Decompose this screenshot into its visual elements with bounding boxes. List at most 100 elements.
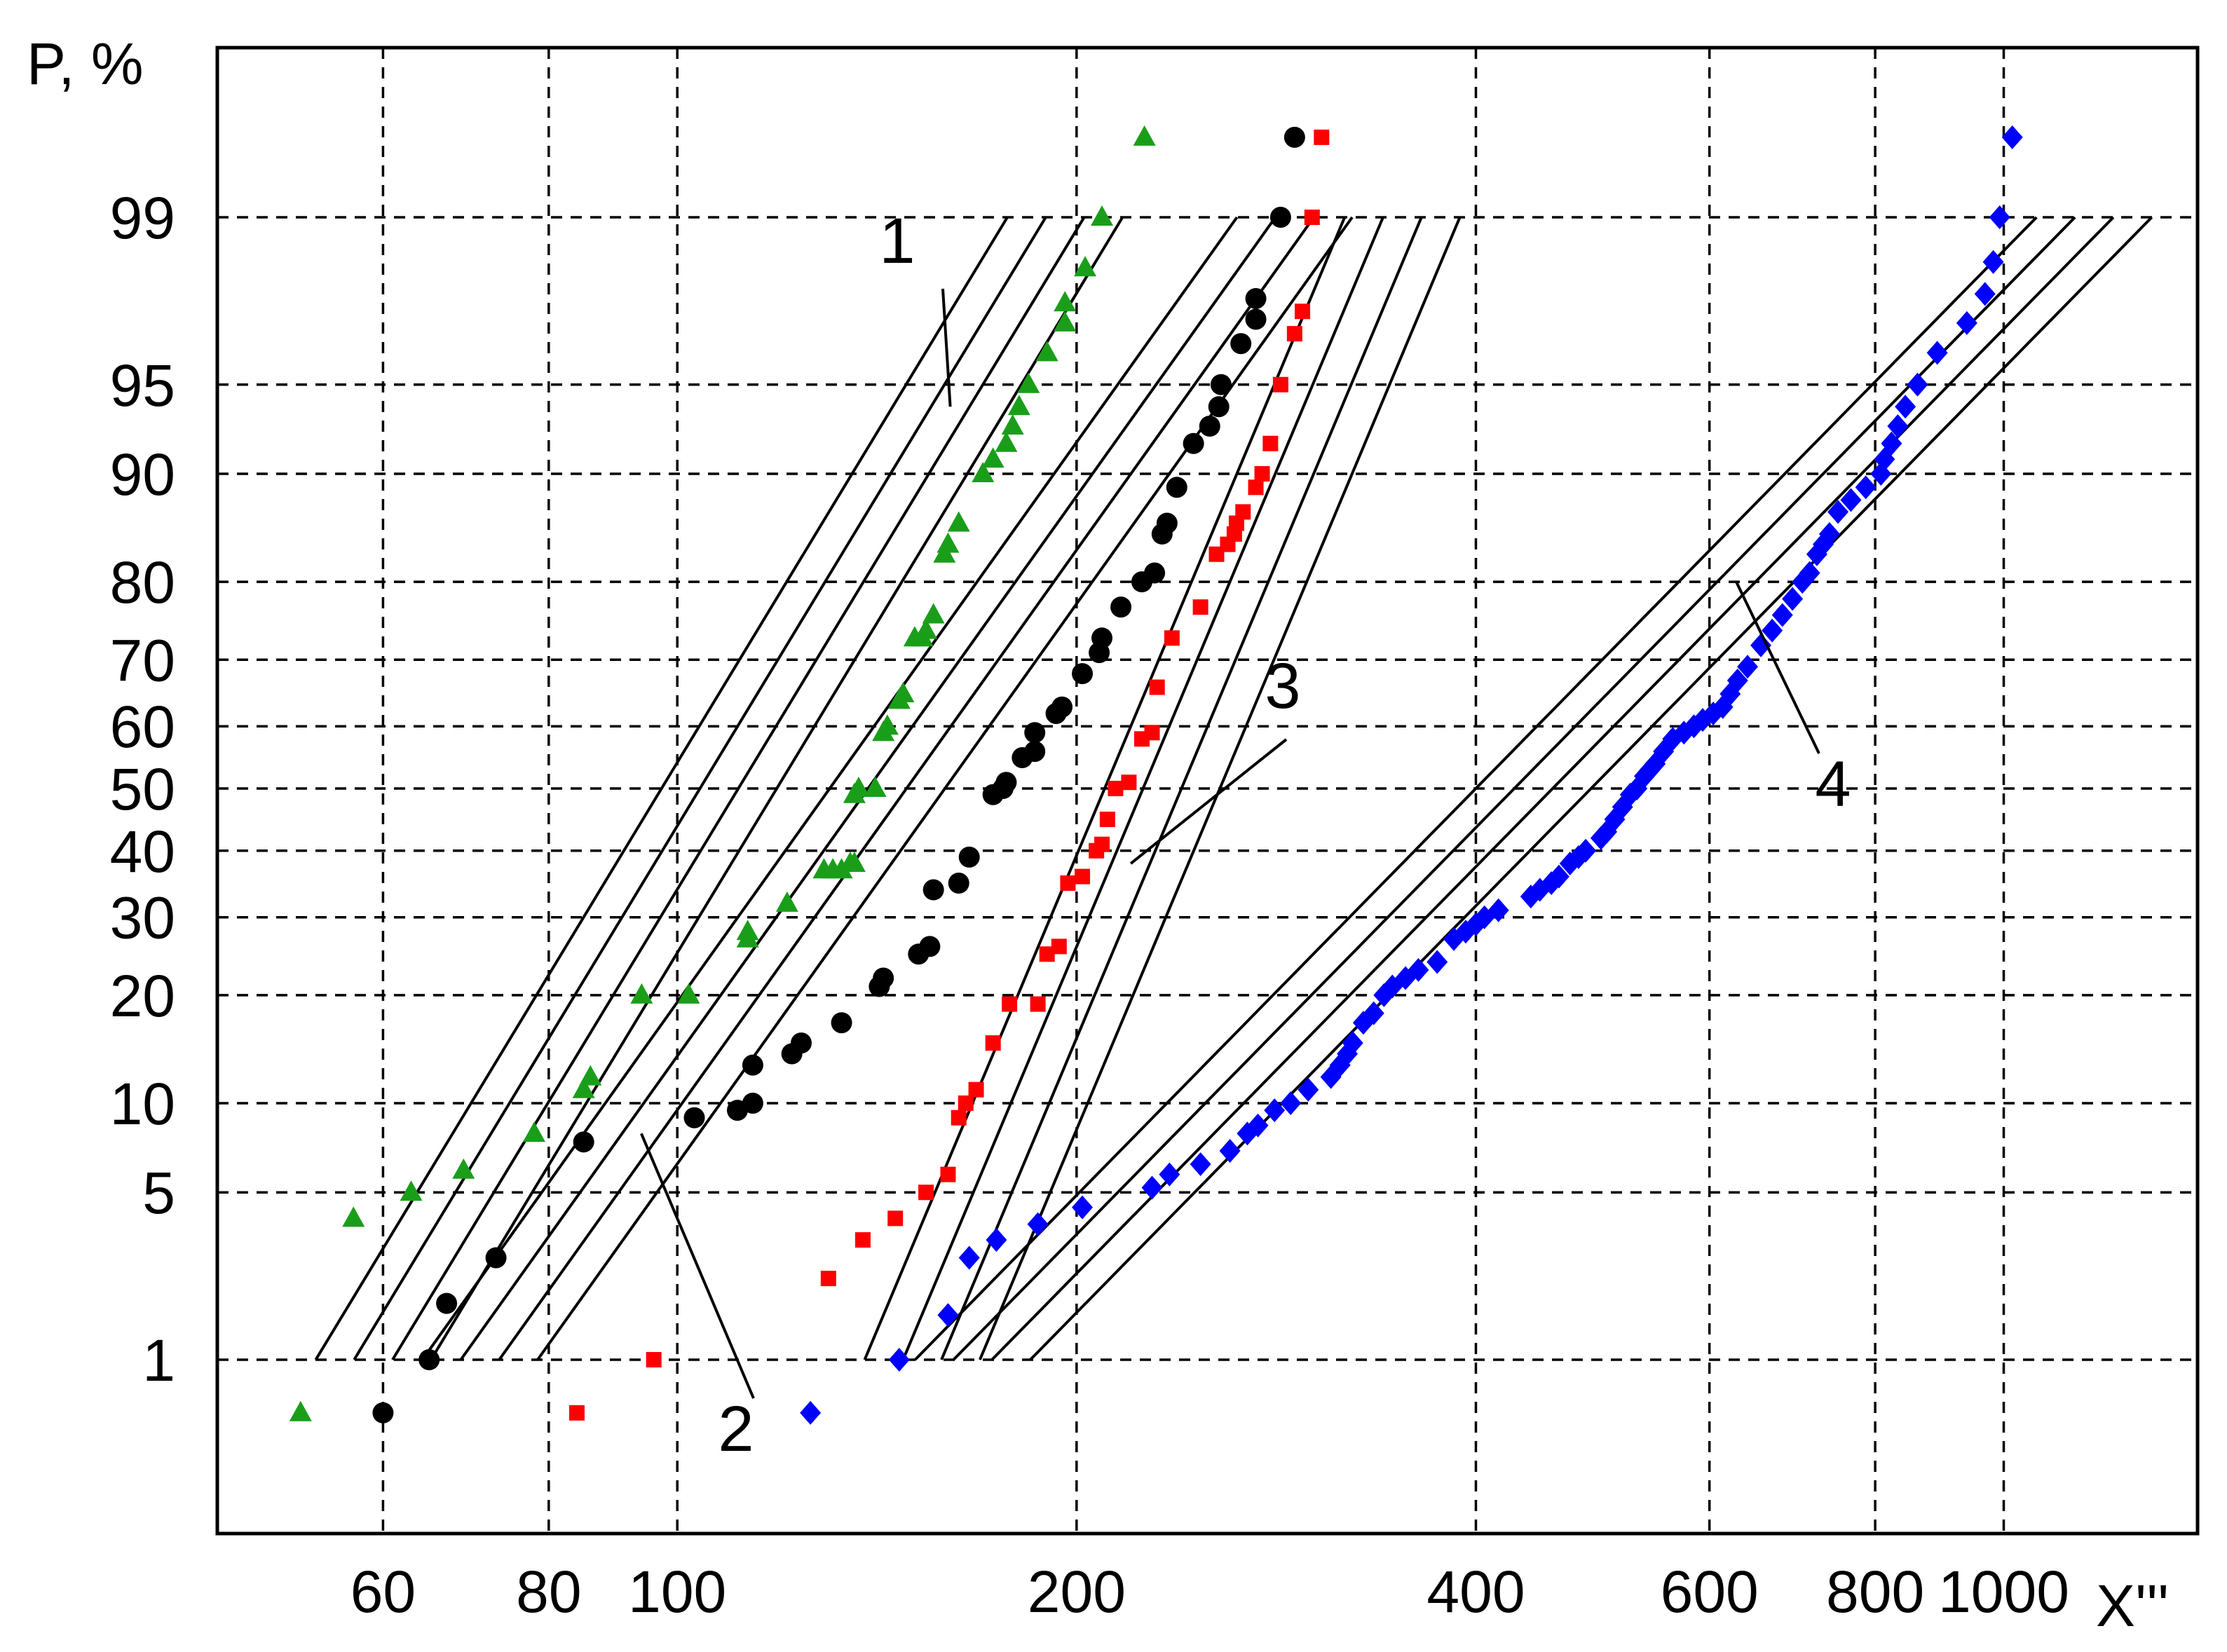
series-3-point [1248,479,1264,496]
series-3-point [1121,774,1137,791]
series-4-point [1771,603,1793,627]
y-tick-label: 99 [110,185,175,251]
series-2-point [1183,432,1204,454]
series-2-point [948,872,969,894]
series-4-point [1548,864,1569,889]
series-3-point [1094,836,1110,852]
series-2-point [958,846,980,868]
fit-line-series-3 [979,217,1462,1360]
series-4-point [1737,655,1759,679]
series-2-point [742,1054,763,1076]
series-4-point [888,1348,910,1372]
series-4-point [1426,950,1448,974]
x-tick-label: 1000 [1938,1559,2069,1625]
series-1-point [1007,395,1030,416]
series-4-point [1827,500,1849,524]
x-tick-label: 200 [1028,1559,1126,1625]
series-4-point [1818,521,1840,546]
series-2-point [1024,741,1046,763]
series-4-point [1027,1212,1049,1236]
series-1-point [1133,125,1156,146]
fit-line-series-2 [498,216,1315,1361]
series-4-point [1956,310,1977,335]
series-3-point [1286,326,1302,342]
series-1-point [981,447,1004,468]
series-4-point [1342,1031,1363,1056]
series-3-point [985,1035,1001,1051]
series-3-point [968,1081,984,1098]
series-2-point [742,1092,763,1114]
series-3-point [1262,435,1279,451]
series-3-point [820,1271,836,1287]
series-2-point [1166,477,1187,498]
series-1-point [947,511,970,532]
series-3-point [887,1210,904,1227]
series-1-point [775,891,798,912]
series-3-point [958,1095,974,1111]
callout-label-4: 4 [1815,749,1851,820]
series-4-point [1264,1098,1286,1123]
fit-line-series-1 [391,216,1086,1361]
series-4-point [1487,898,1509,922]
series-4-point [1727,668,1748,692]
series-2-point [1208,396,1230,418]
series-2-point [922,879,944,901]
series-2-point [873,967,894,989]
series-4-point [1575,838,1597,863]
series-3-point [1164,630,1180,646]
x-tick-labels: 60 80 100 200 400 600 800 1000 [350,1559,2069,1625]
y-tick-label: 5 [142,1160,175,1226]
series-3-point [1295,303,1311,320]
fit-line-series-2 [459,216,1277,1361]
y-tick-label: 95 [110,353,175,418]
callout-label-2: 2 [718,1393,754,1465]
x-tick-label: 80 [516,1559,581,1625]
y-tick-label: 50 [110,756,175,822]
series-3-point [1272,376,1288,392]
series-1-point [995,431,1018,452]
series-1-point [1054,291,1077,312]
series-4-point [1072,1195,1094,1220]
y-tick-label: 10 [110,1071,175,1137]
series-4-point [1762,618,1783,643]
series-2-point [418,1349,440,1370]
data-points [289,125,2023,1425]
callout-leader-2 [640,1133,755,1399]
series-4-point [1989,205,2010,229]
series-3-point [1075,868,1091,885]
series-1-point [1074,256,1097,277]
fit-line-series-3 [940,217,1423,1360]
series-3-point [1039,946,1055,962]
series-4-point [1408,957,1429,982]
series-4-point [1298,1077,1319,1102]
series-2-point [790,1032,812,1054]
series-2-point [1144,562,1166,584]
series-3-point [1002,996,1018,1012]
series-1-point [922,603,945,624]
series-1-point [876,714,899,735]
fit-line-series-4 [914,216,2038,1361]
x-tick-label: 60 [350,1559,416,1625]
series-3-point [940,1166,956,1182]
series-3-point [1192,599,1208,615]
series-3-point [1060,875,1076,891]
series-4-point [1247,1113,1269,1138]
series-2-point [1245,308,1267,330]
series-2-point [1230,333,1252,355]
series-1-point [1054,310,1077,332]
series-2-point [1245,287,1267,309]
y-tick-label: 30 [110,885,175,951]
series-4-point [1159,1162,1180,1187]
callout-leader-1 [941,288,952,407]
series-2-point [372,1402,394,1424]
callout-label-1: 1 [879,205,915,277]
series-4-point [937,1303,959,1327]
series-1-point [630,983,653,1004]
callout-leader-3 [1129,738,1288,865]
series-3-point [918,1185,934,1201]
fit-line-series-4 [952,216,2076,1361]
y-tick-label: 1 [142,1327,175,1393]
series-1-point [523,1121,546,1142]
series-4-point [1280,1091,1302,1115]
